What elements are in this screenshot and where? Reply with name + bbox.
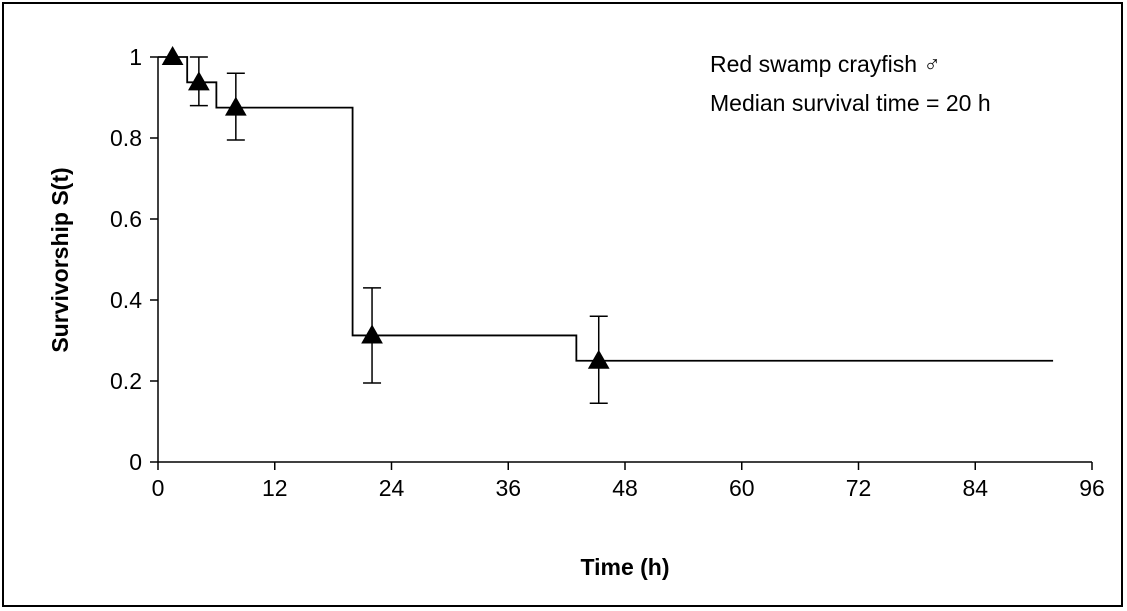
annotation-species: Red swamp crayfish ♂ <box>710 51 941 77</box>
x-tick-label: 12 <box>262 475 288 501</box>
y-tick-label: 0 <box>129 449 142 475</box>
y-ticks: 0 0.2 0.4 0.6 0.8 1 <box>110 44 158 475</box>
triangle-marker <box>361 324 383 344</box>
triangle-marker <box>587 349 610 369</box>
x-tick-label: 0 <box>152 475 165 501</box>
y-tick-label: 1 <box>129 44 142 70</box>
axes <box>157 57 1092 463</box>
x-tick-label: 48 <box>612 475 638 501</box>
x-tick-label: 84 <box>962 475 988 501</box>
y-tick-label: 0.4 <box>110 287 142 313</box>
y-tick-label: 0.2 <box>110 368 142 394</box>
x-tick-label: 60 <box>729 475 755 501</box>
triangle-marker <box>188 71 210 91</box>
x-axis-title: Time (h) <box>580 554 669 580</box>
triangle-marker <box>224 96 247 116</box>
x-tick-label: 36 <box>495 475 521 501</box>
y-tick-label: 0.6 <box>110 206 142 232</box>
y-axis-title: Survivorship S(t) <box>47 167 73 352</box>
x-tick-label: 96 <box>1079 475 1105 501</box>
survival-step-line <box>158 56 1054 362</box>
x-ticks: 0 12 24 36 48 60 72 84 96 <box>152 462 1105 501</box>
triangle-marker <box>161 45 184 65</box>
y-tick-label: 0.8 <box>110 125 142 151</box>
survival-step-curve <box>158 56 1054 362</box>
annotation-median: Median survival time = 20 h <box>710 90 991 116</box>
data-points <box>161 45 610 405</box>
x-tick-label: 24 <box>379 475 405 501</box>
x-tick-label: 72 <box>846 475 872 501</box>
